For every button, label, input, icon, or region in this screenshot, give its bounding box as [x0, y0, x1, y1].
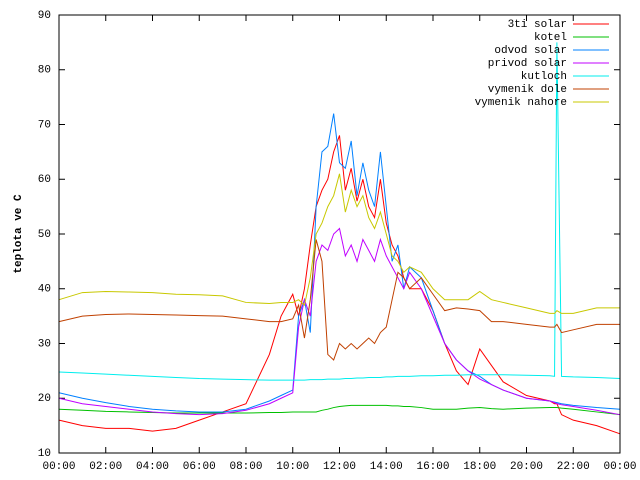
x-tick-label: 06:00	[183, 461, 216, 473]
series-line	[58, 227, 621, 416]
y-tick-label: 10	[38, 448, 51, 460]
plot-border	[58, 14, 621, 454]
x-tick-label: 22:00	[557, 461, 590, 473]
y-tick-label: 90	[38, 10, 51, 22]
x-tick-label: 02:00	[89, 461, 122, 473]
x-tick-label: 00:00	[42, 461, 75, 473]
x-tick-label: 08:00	[229, 461, 262, 473]
x-tick-label: 14:00	[370, 461, 403, 473]
series-line	[58, 239, 620, 361]
legend-label: 3ti solar	[508, 19, 567, 31]
y-tick-label: 80	[38, 65, 51, 77]
y-tick-label: 60	[38, 174, 51, 186]
x-tick-label: 04:00	[136, 461, 169, 473]
y-tick-label: 70	[38, 119, 51, 131]
legend-label: kotel	[534, 32, 567, 44]
x-tick-label: 20:00	[510, 461, 543, 473]
x-tick-label: 00:00	[603, 461, 636, 473]
series-line	[58, 135, 621, 435]
y-axis-label: teplota ve C	[13, 194, 25, 274]
series-line	[58, 42, 621, 381]
legend-label: kutloch	[521, 71, 567, 83]
y-tick-label: 50	[38, 229, 51, 241]
legend-label: vymenik nahore	[475, 97, 567, 109]
y-tick-label: 20	[38, 393, 51, 405]
x-tick-label: 18:00	[463, 461, 496, 473]
x-tick-label: 10:00	[276, 461, 309, 473]
x-tick-label: 12:00	[323, 461, 356, 473]
series-line	[58, 173, 620, 314]
y-tick-label: 40	[38, 284, 51, 296]
legend-label: privod solar	[488, 58, 567, 70]
legend-label: vymenik dole	[488, 84, 567, 96]
x-tick-label: 16:00	[416, 461, 449, 473]
series-line	[58, 404, 621, 416]
legend-label: odvod solar	[494, 45, 567, 57]
y-tick-label: 30	[38, 338, 51, 350]
